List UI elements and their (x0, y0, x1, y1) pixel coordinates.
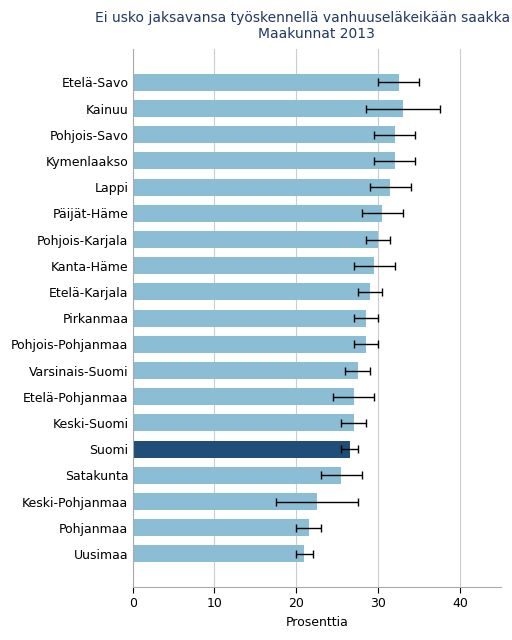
Bar (133, 415, 354, 431)
Title: Ei usko jaksavansa työskennellä vanhuuseläkeikään saakka (%)
Maakunnat 2013: Ei usko jaksavansa työskennellä vanhuuse… (95, 11, 512, 42)
Bar (133, 126, 395, 143)
Bar (133, 545, 305, 563)
Bar (133, 493, 317, 510)
Bar (133, 441, 350, 458)
Bar (133, 310, 366, 326)
X-axis label: Prosenttia: Prosenttia (285, 616, 348, 629)
Bar (133, 152, 395, 170)
Bar (133, 100, 403, 117)
Bar (133, 284, 370, 301)
Bar (133, 388, 354, 405)
Bar (133, 336, 366, 353)
Bar (133, 467, 342, 484)
Bar (133, 519, 309, 536)
Bar (133, 179, 391, 196)
Bar (133, 362, 358, 379)
Bar (133, 257, 374, 275)
Bar (133, 74, 399, 91)
Bar (133, 231, 378, 248)
Bar (133, 205, 382, 222)
